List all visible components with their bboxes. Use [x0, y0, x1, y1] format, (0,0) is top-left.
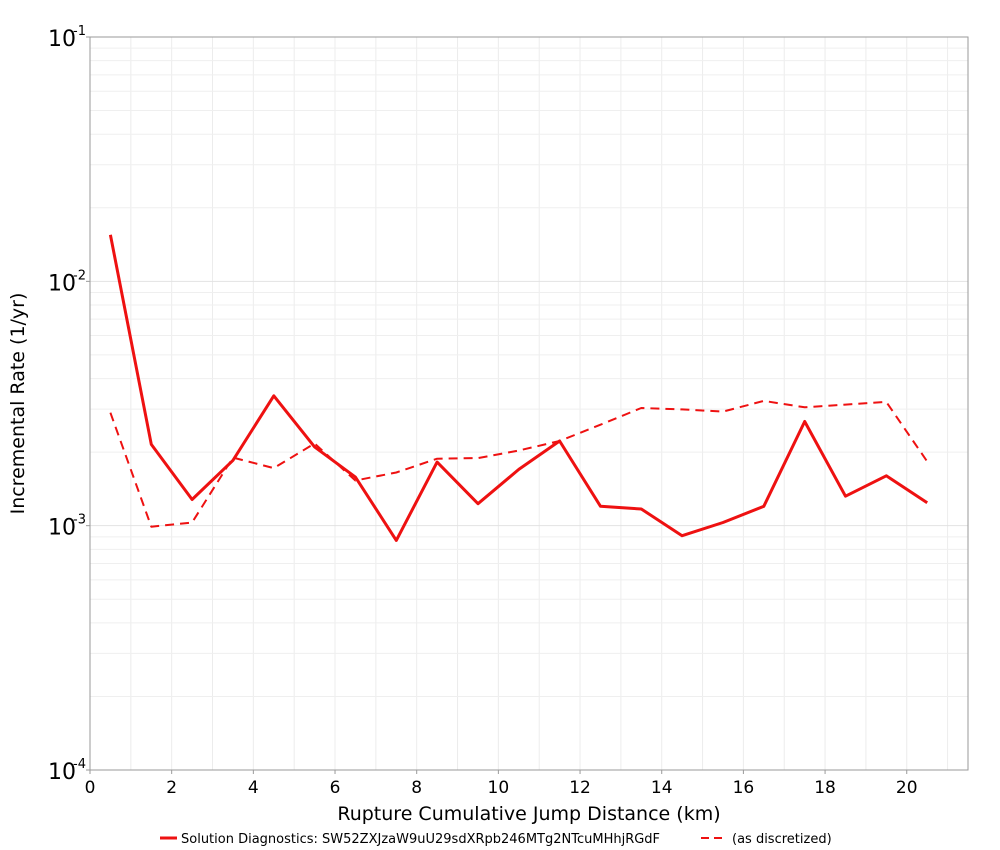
x-tick-label: 18	[814, 778, 836, 798]
plot-frame	[89, 36, 969, 771]
x-tick-label: 20	[896, 778, 918, 798]
x-axis-title: Rupture Cumulative Jump Distance (km)	[337, 803, 720, 825]
x-tick-label: 6	[330, 778, 341, 798]
series-layer	[108, 234, 929, 542]
legend-label-solution: Solution Diagnostics: SW52ZXJzaW9uU29sdX…	[181, 832, 660, 847]
y-tick-exponent: -1	[73, 24, 86, 39]
legend-label-discretized: (as discretized)	[732, 832, 832, 847]
x-axis: 0 2 4 6 8 10 12 14 16 18 20	[85, 770, 918, 798]
series-line-discretized	[109, 399, 929, 528]
y-tick-label: 10	[48, 760, 76, 785]
x-tick-label: 0	[85, 778, 96, 798]
legend: Solution Diagnostics: SW52ZXJzaW9uU29sdX…	[160, 832, 832, 847]
y-tick-label: 10	[48, 516, 76, 541]
grid	[90, 37, 968, 770]
y-axis-title: Incremental Rate (1/yr)	[7, 293, 29, 515]
x-tick-label: 10	[488, 778, 510, 798]
x-tick-label: 14	[651, 778, 673, 798]
x-tick-label: 16	[733, 778, 755, 798]
x-tick-label: 2	[166, 778, 177, 798]
x-tick-label: 4	[248, 778, 259, 798]
y-tick-label: 10	[48, 271, 76, 296]
y-tick-exponent: -4	[73, 757, 86, 772]
y-tick-exponent: -2	[73, 268, 86, 283]
x-tick-label: 12	[569, 778, 591, 798]
y-axis: 10-410-310-210-1	[48, 24, 90, 785]
x-tick-label: 8	[411, 778, 422, 798]
y-tick-label: 10	[48, 27, 76, 52]
series-line-solution	[108, 234, 929, 542]
y-tick-exponent: -3	[73, 513, 86, 528]
